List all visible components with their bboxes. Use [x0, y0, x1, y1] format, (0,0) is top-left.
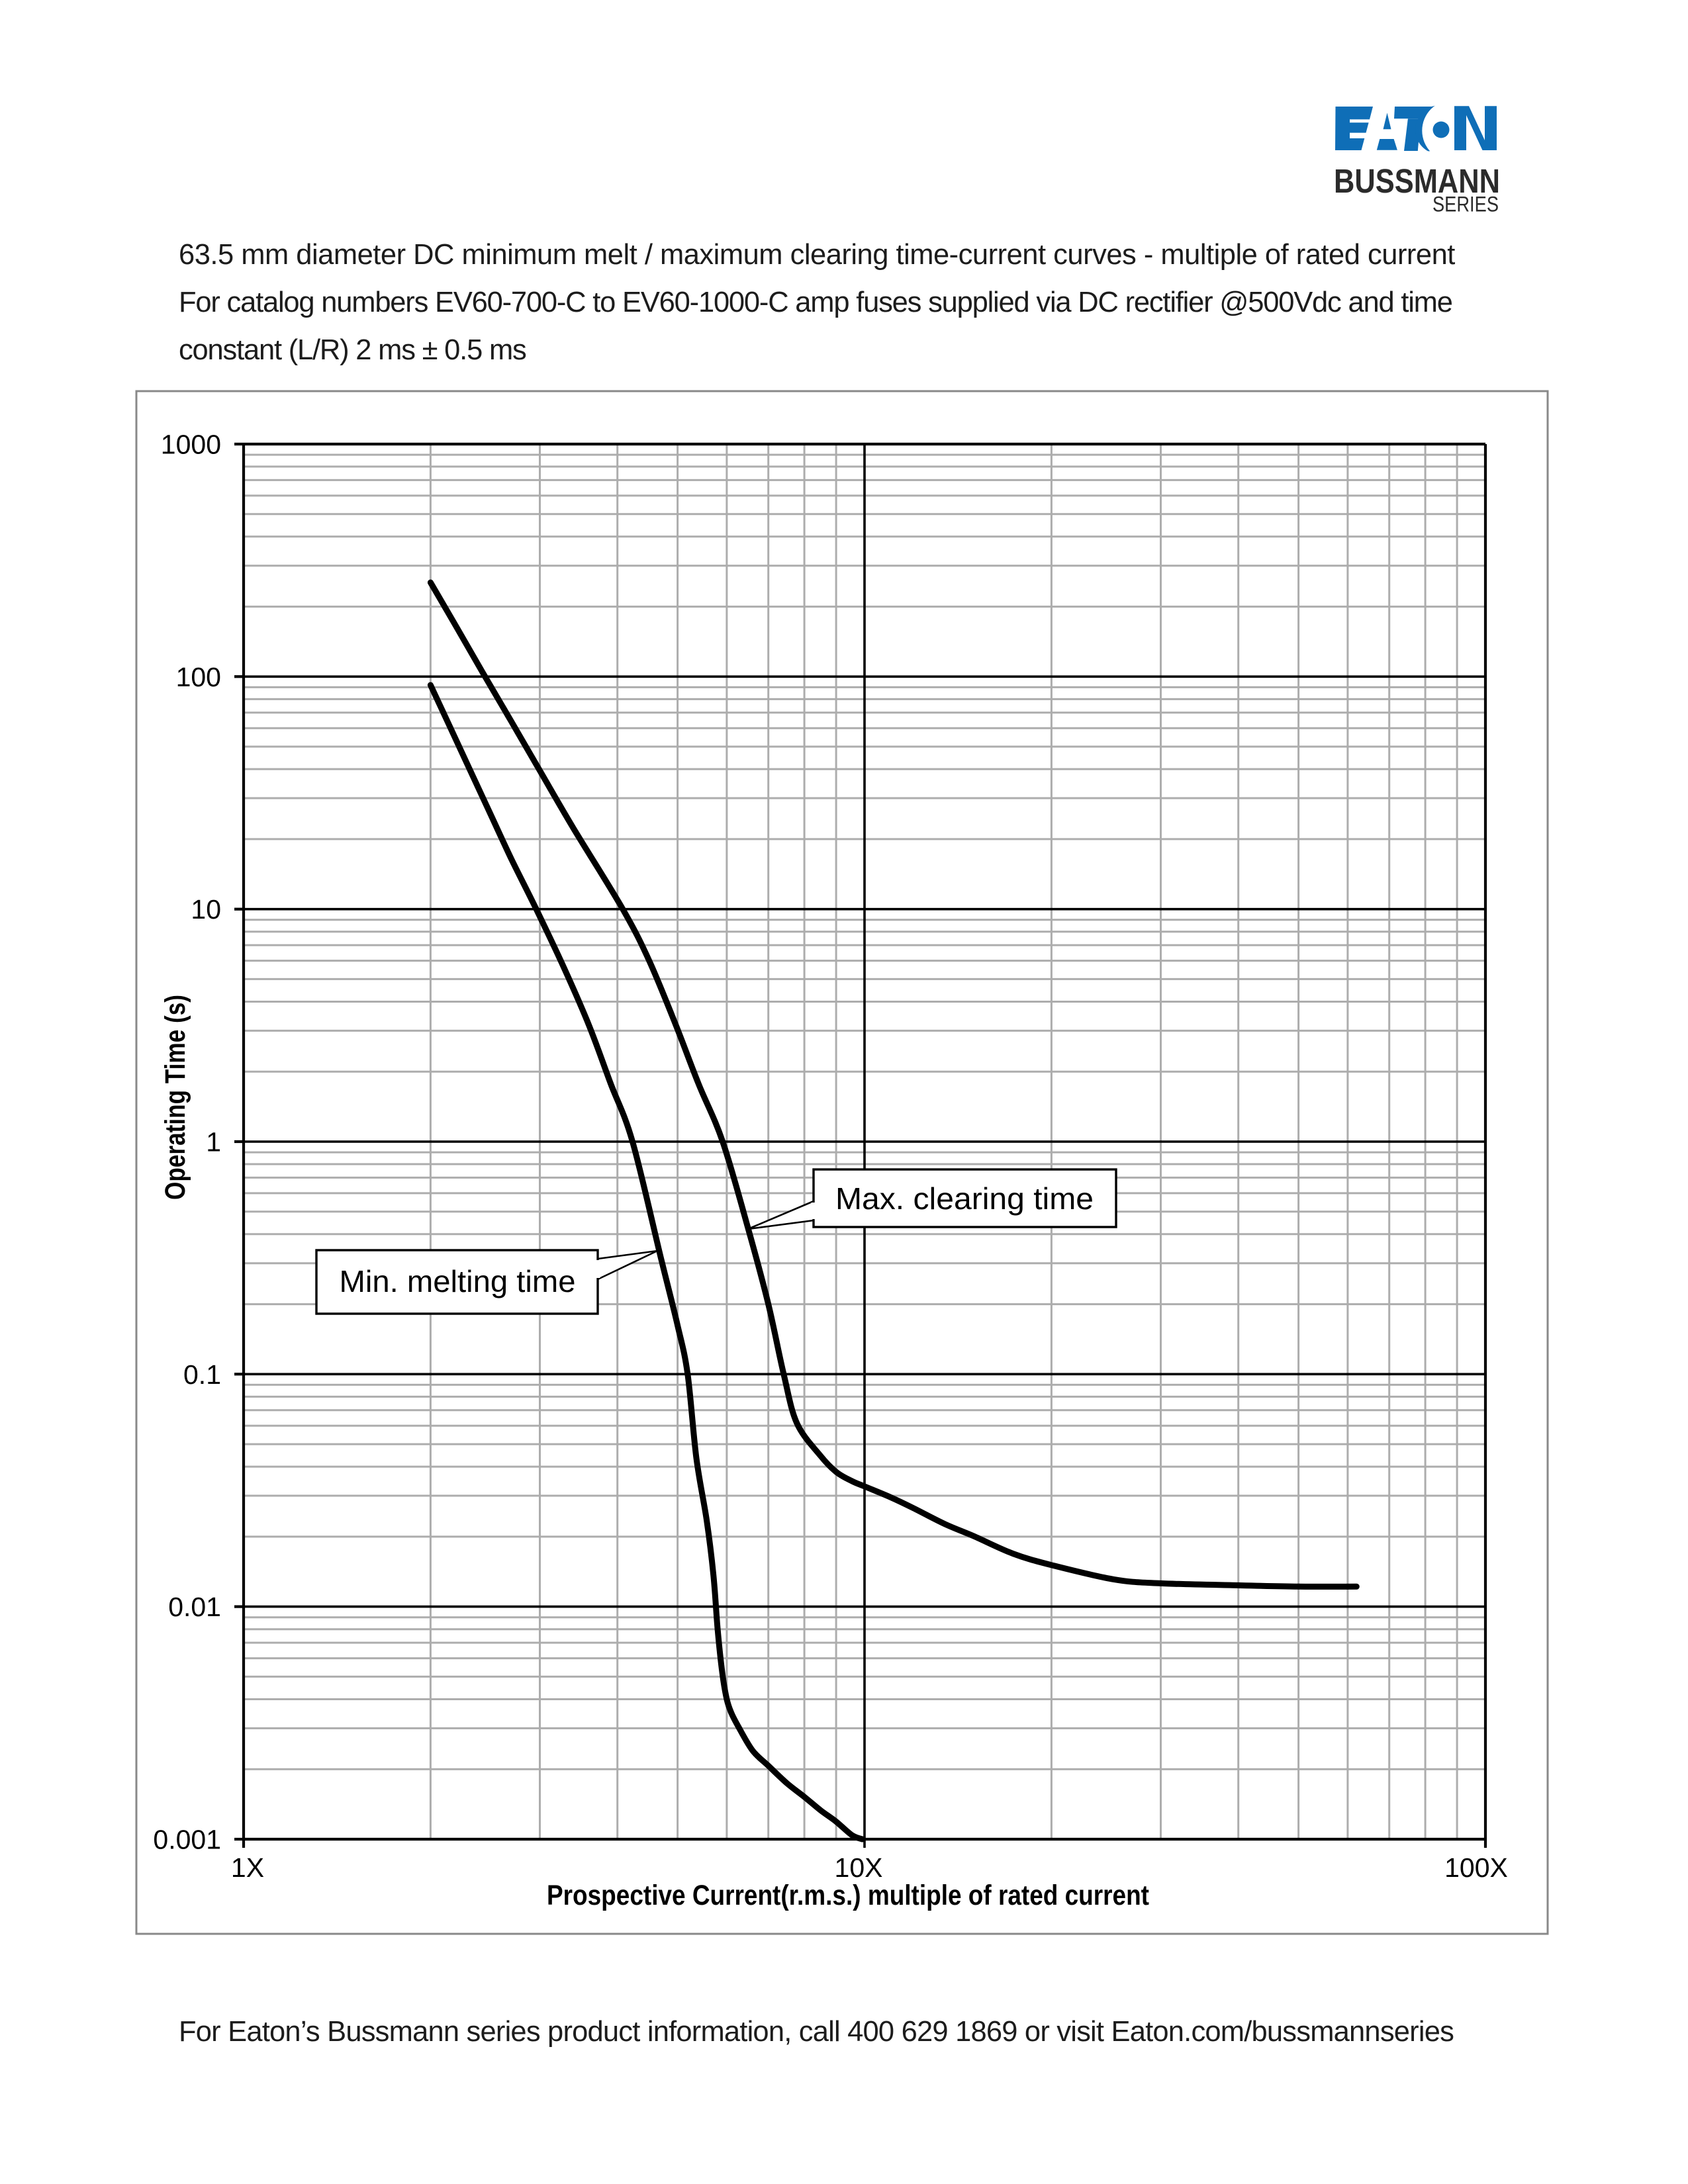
svg-text:100X: 100X: [1444, 1852, 1508, 1883]
svg-text:0.001: 0.001: [153, 1825, 221, 1855]
svg-text:0.01: 0.01: [168, 1592, 221, 1622]
svg-text:SERIES: SERIES: [1432, 193, 1499, 216]
svg-text:10X: 10X: [835, 1852, 883, 1883]
svg-text:BUSSMANN: BUSSMANN: [1334, 162, 1500, 200]
svg-text:Max. clearing time: Max. clearing time: [835, 1181, 1094, 1216]
svg-text:1000: 1000: [161, 430, 221, 460]
svg-text:Operating Time (s): Operating Time (s): [160, 995, 191, 1200]
svg-text:0.1: 0.1: [183, 1359, 221, 1390]
svg-text:10: 10: [191, 894, 221, 925]
svg-text:Prospective Current(r.m.s.) mu: Prospective Current(r.m.s.) multiple of …: [547, 1880, 1149, 1911]
svg-text:Min. melting time: Min. melting time: [340, 1264, 576, 1298]
svg-text:1: 1: [206, 1127, 221, 1158]
svg-text:100: 100: [176, 662, 221, 692]
svg-text:1X: 1X: [231, 1852, 264, 1883]
